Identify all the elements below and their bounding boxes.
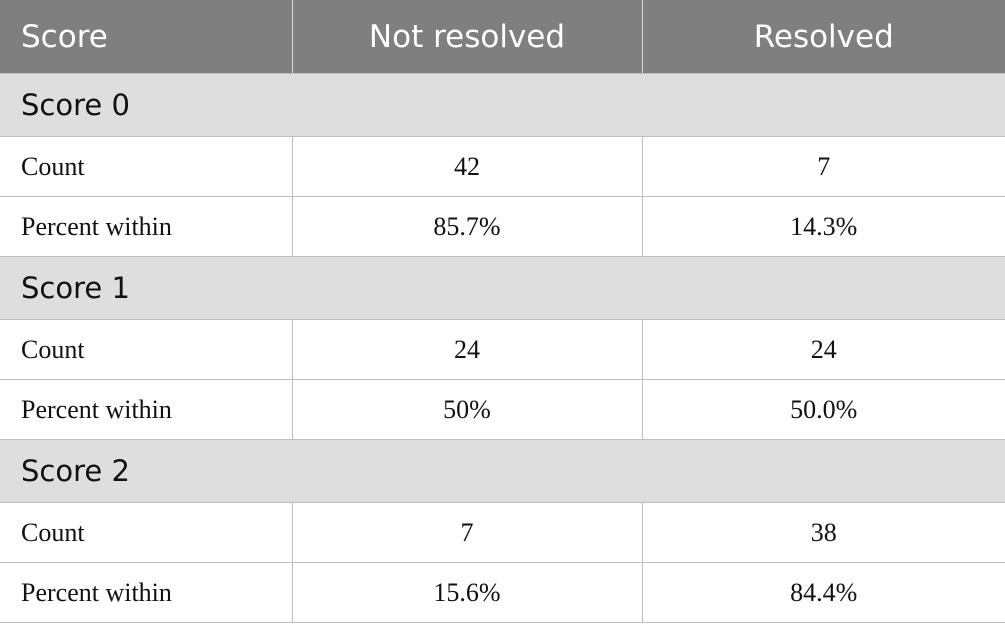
row-label: Count xyxy=(0,502,293,563)
row-label: Count xyxy=(0,136,293,197)
row-label: Percent within xyxy=(0,379,293,440)
group-row-score-2: Score 2 xyxy=(0,439,1005,503)
cell-not-resolved: 7 xyxy=(292,502,643,563)
cell-resolved: 38 xyxy=(642,502,1005,563)
table-header-row: Score Not resolved Resolved xyxy=(0,0,1005,74)
group-title: Score 1 xyxy=(0,256,1005,320)
table-row: Count 24 24 xyxy=(0,319,1005,380)
cell-not-resolved: 15.6% xyxy=(292,562,643,623)
table-row: Count 7 38 xyxy=(0,502,1005,563)
table-row: Percent within 85.7% 14.3% xyxy=(0,196,1005,257)
cell-resolved: 24 xyxy=(642,319,1005,380)
score-resolution-table: Score Not resolved Resolved Score 0 Coun… xyxy=(0,0,1005,623)
table-row: Percent within 50% 50.0% xyxy=(0,379,1005,440)
header-score: Score xyxy=(0,0,293,74)
cell-not-resolved: 24 xyxy=(292,319,643,380)
cell-not-resolved: 50% xyxy=(292,379,643,440)
row-label: Count xyxy=(0,319,293,380)
row-label: Percent within xyxy=(0,562,293,623)
row-label: Percent within xyxy=(0,196,293,257)
group-row-score-0: Score 0 xyxy=(0,73,1005,137)
table-row: Percent within 15.6% 84.4% xyxy=(0,562,1005,623)
cell-not-resolved: 42 xyxy=(292,136,643,197)
group-title: Score 2 xyxy=(0,439,1005,503)
header-not-resolved: Not resolved xyxy=(292,0,643,74)
cell-resolved: 84.4% xyxy=(642,562,1005,623)
cell-not-resolved: 85.7% xyxy=(292,196,643,257)
cell-resolved: 50.0% xyxy=(642,379,1005,440)
group-row-score-1: Score 1 xyxy=(0,256,1005,320)
cell-resolved: 14.3% xyxy=(642,196,1005,257)
group-title: Score 0 xyxy=(0,73,1005,137)
table-row: Count 42 7 xyxy=(0,136,1005,197)
header-resolved: Resolved xyxy=(642,0,1005,74)
cell-resolved: 7 xyxy=(642,136,1005,197)
